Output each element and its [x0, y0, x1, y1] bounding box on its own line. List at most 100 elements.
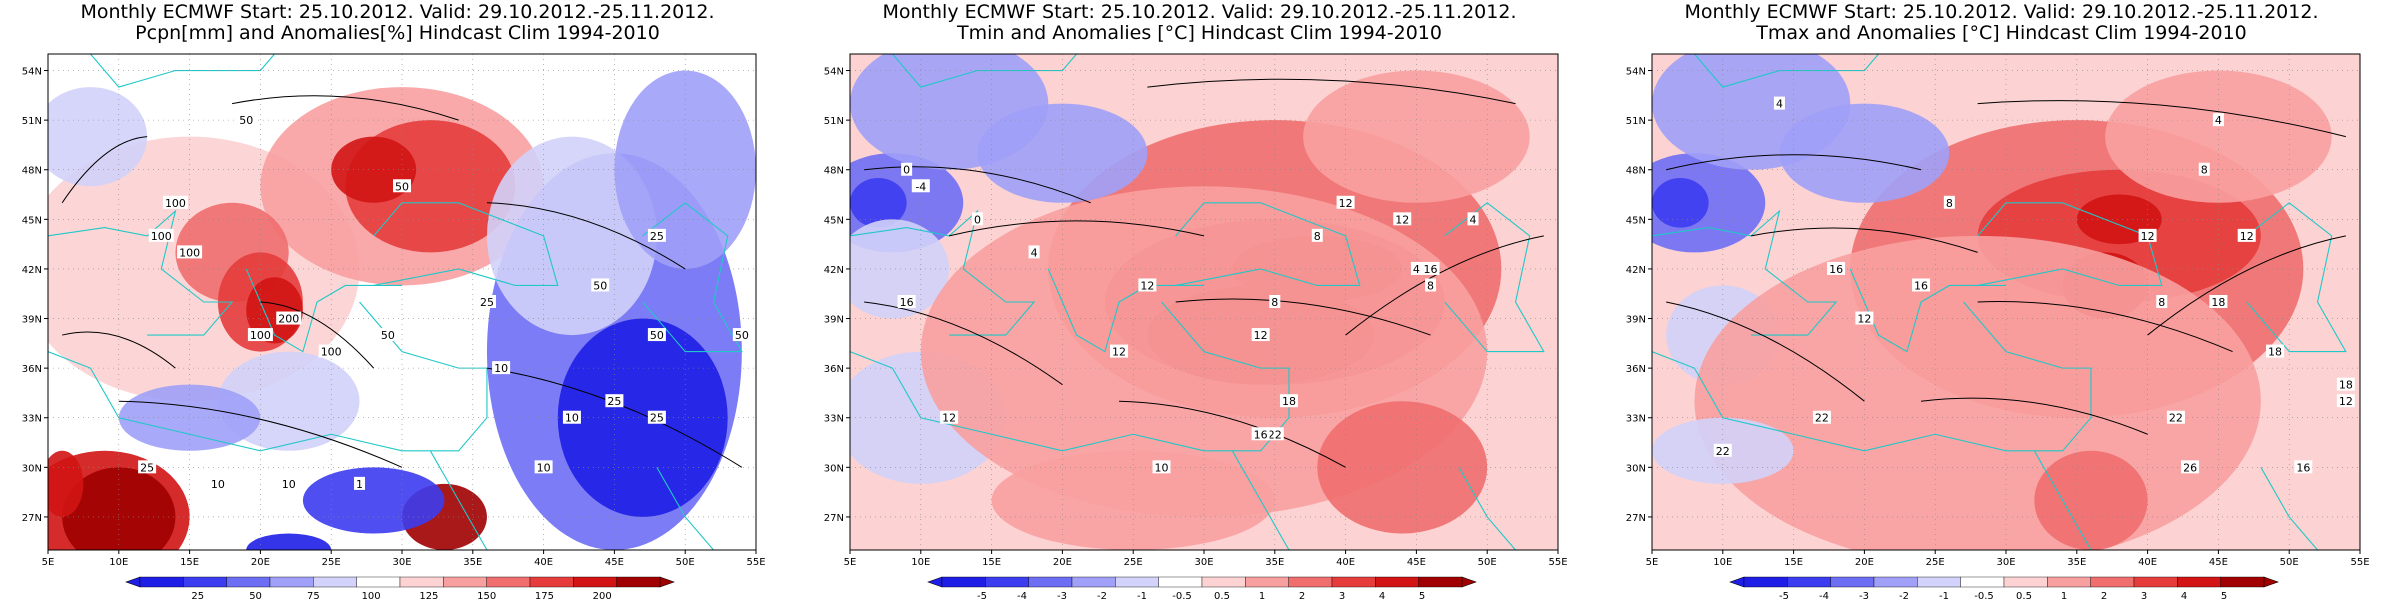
lon-label: 30E [1996, 557, 2015, 568]
contour-line [118, 400, 403, 468]
contour-label-text: 10 [494, 362, 508, 375]
contour-label-box [393, 179, 411, 193]
contour-line [1920, 397, 2148, 435]
coastline [1694, 54, 1880, 88]
contour-label: 100 [318, 344, 344, 359]
lon-label: 5E [42, 557, 55, 568]
contour-label: 8 [1269, 295, 1281, 309]
contour-label-box [318, 344, 344, 358]
contour-label: 4 [1773, 96, 1785, 111]
contour-label-text: 10 [1155, 461, 1169, 474]
colorbar-label: 1 [1259, 591, 1265, 600]
lon-label: 50E [1478, 557, 1497, 568]
coastline [892, 54, 1078, 88]
lat-label: 30N [824, 463, 844, 474]
anomaly-map: 50 100 100 100 100 50 25 50 50 50 25 25 25 10 10 10 25 10… [22, 53, 766, 600]
contour-label: 22 [1812, 410, 1831, 425]
lat-label: 51N [1626, 116, 1646, 127]
colorbar-label: 2 [2101, 591, 2107, 600]
contour-line [864, 166, 1091, 204]
contour-label: 16 [1251, 427, 1270, 441]
colorbar-arrow-left [1729, 576, 1745, 588]
colorbar-segment [1115, 576, 1159, 588]
contour-label: 50 [393, 179, 411, 193]
contour-label: 4 [1028, 245, 1040, 259]
lon-label: 55E [2350, 557, 2369, 568]
contour-label-box [2336, 394, 2355, 408]
contour-label: 12 [1855, 311, 1874, 326]
contour-label-text: 18 [2268, 346, 2282, 359]
colorbar-segment [941, 576, 986, 588]
contour-label-box [354, 476, 366, 490]
contour-label: 12 [940, 410, 959, 425]
lat-label: 54N [824, 67, 844, 78]
lon-label: 5E [1646, 557, 1659, 568]
contour-label: 4 [1410, 261, 1422, 276]
contour-label-box [2336, 377, 2355, 391]
colorbar-label: -5 [977, 591, 987, 600]
lon-label: 40E [2138, 557, 2157, 568]
contour-label-box [647, 328, 666, 342]
contour-label: 4 [2212, 113, 2224, 127]
colorbar-segment [985, 576, 1029, 588]
contour-label-box [1269, 295, 1281, 308]
lon-label: 15E [1784, 557, 1803, 568]
lon-label: 20E [251, 557, 270, 568]
contour-label: 18 [2266, 344, 2285, 359]
lat-label: 48N [22, 166, 42, 177]
contour-label-text: 8 [1946, 197, 1953, 210]
contour-label: 100 [177, 245, 203, 259]
colorbar-segment [183, 576, 227, 588]
colorbar-label: 3 [2141, 591, 2147, 600]
contour-label-text: 8 [1314, 230, 1321, 243]
lon-label: 55E [1548, 557, 1567, 568]
contour-label: 50 [647, 328, 666, 342]
contour-label-box [162, 195, 188, 209]
contour-label-text: 50 [650, 329, 664, 342]
lat-label: 36N [824, 364, 844, 375]
colorbar-label: -2 [1097, 591, 1107, 600]
contour-label-text: 22 [1716, 445, 1730, 458]
contour-label-text: 22 [2169, 412, 2183, 425]
contour-label-text: 12 [1857, 313, 1871, 326]
colorbar-segment [226, 576, 271, 588]
contour-label-box [732, 328, 751, 342]
colorbar-segment [1787, 576, 1831, 588]
colorbar: -5 -4 -3 -2 -1 -0.5 0.5 1 2 3 4 5 [927, 576, 1477, 600]
coastline [1444, 202, 1545, 353]
lat-label: 45N [1626, 215, 1646, 226]
anomaly-area [977, 103, 1148, 203]
contour-label: 25 [647, 410, 666, 425]
contour-label: 16 [1912, 278, 1931, 292]
lat-label: 30N [1626, 463, 1646, 474]
colorbar-segment [486, 576, 531, 588]
colorbar-label: 200 [593, 591, 612, 600]
colorbar-arrow-right [659, 576, 675, 588]
contour-label: 22 [1713, 443, 1732, 458]
contour-label-box [971, 212, 983, 226]
contour-label-box [1912, 278, 1931, 292]
colorbar-label: -4 [1819, 591, 1829, 600]
contour-label-box [2166, 410, 2185, 424]
contour-label-text: 10 [537, 461, 551, 474]
colorbar-label: -5 [1779, 591, 1789, 600]
colorbar: 25 50 75 100 125 150 175 200 [125, 576, 675, 600]
contour-label: 12 [1393, 212, 1412, 226]
colorbar-segment [2220, 576, 2265, 588]
contour-label-text: 16 [1914, 279, 1928, 292]
coastline [656, 467, 714, 550]
contour-label-text: -4 [915, 180, 926, 193]
contour-line [1119, 400, 1346, 468]
contour-label: -4 [911, 179, 930, 193]
contour-label-text: 0 [974, 213, 981, 226]
panel-title-line2: Tmax and Anomalies [°C] Hindcast Clim 19… [1756, 22, 2247, 44]
contour-label-text: 50 [239, 114, 253, 127]
contour-label: 22 [1265, 427, 1284, 441]
contour-label-box [148, 228, 174, 242]
lon-label: 20E [1053, 557, 1072, 568]
contour-label: 100 [162, 195, 188, 210]
contour-line [1175, 298, 1431, 336]
contour-label-box [1279, 394, 1298, 408]
anomaly-area [2034, 450, 2148, 550]
lat-label: 33N [1626, 414, 1646, 425]
